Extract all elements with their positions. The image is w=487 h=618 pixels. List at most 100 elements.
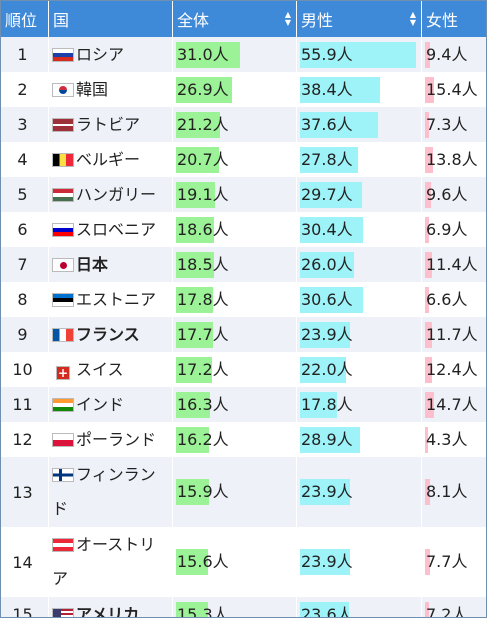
header-total[interactable]: 全体 ▲ ▼ xyxy=(173,1,297,37)
female-value: 7.2人 xyxy=(426,604,468,618)
table-row: 4 ベルギー 20.7人 27.8人 13.8人 xyxy=(1,142,486,177)
female-bar xyxy=(425,601,429,617)
total-bar xyxy=(176,251,214,278)
female-value: 6.6人 xyxy=(426,289,468,309)
female-bar xyxy=(425,391,434,418)
rank-cell: 7 xyxy=(1,247,49,282)
header-country[interactable]: 国 xyxy=(49,1,173,37)
total-value: 15.6人 xyxy=(177,552,229,571)
korea-flag-icon xyxy=(52,83,74,97)
header-male[interactable]: 男性 ▲ ▼ xyxy=(297,1,422,37)
total-cell: 31.0人 xyxy=(173,37,297,72)
male-cell: 23.9人 xyxy=(297,527,422,597)
male-value: 55.9人 xyxy=(301,44,353,64)
male-cell: 29.7人 xyxy=(297,177,422,212)
female-bar xyxy=(425,146,433,173)
country-cell: 日本 xyxy=(49,247,173,282)
total-cell: 15.6人 xyxy=(173,527,297,597)
female-value: 9.6人 xyxy=(426,184,468,204)
total-bar xyxy=(176,41,240,68)
belgium-flag-icon xyxy=(52,153,74,167)
male-bar xyxy=(300,41,416,68)
male-cell: 23.6人 xyxy=(297,597,422,618)
total-bar xyxy=(176,181,215,208)
rank-cell: 14 xyxy=(1,527,49,597)
female-bar xyxy=(425,549,430,575)
rank-cell: 8 xyxy=(1,282,49,317)
country-cell: スイス xyxy=(49,352,173,387)
total-value: 17.8人 xyxy=(177,289,229,309)
total-value: 16.3人 xyxy=(177,394,229,414)
russia-flag-icon xyxy=(52,48,74,62)
female-bar xyxy=(425,426,428,453)
total-cell: 15.3人 xyxy=(173,597,297,617)
female-value: 11.4人 xyxy=(426,254,478,274)
table-row: 15 アメリカ 15.3人 23.6人 7.2人 xyxy=(1,597,486,618)
male-value: 17.8人 xyxy=(301,394,353,414)
country-cell: ラトビア xyxy=(49,107,173,142)
total-value: 19.1人 xyxy=(177,184,229,204)
country-name[interactable]: 日本 xyxy=(76,255,109,274)
poland-flag-icon xyxy=(52,433,74,447)
total-bar xyxy=(176,216,214,243)
female-cell: 9.6人 xyxy=(422,177,486,212)
total-cell: 18.6人 xyxy=(173,212,297,247)
male-cell: 37.6人 xyxy=(297,107,422,142)
table-body: 1 ロシア 31.0人 55.9人 9.4人 2 韓国 26.9人 38.4人 15.4人 3 ラトビ… xyxy=(1,37,486,618)
male-cell: 30.4人 xyxy=(297,212,422,247)
country-name[interactable]: アメリカ xyxy=(76,605,140,618)
total-bar xyxy=(176,356,212,383)
female-cell: 9.4人 xyxy=(422,37,486,72)
male-cell: 55.9人 xyxy=(297,37,422,72)
rank-cell: 1 xyxy=(1,37,49,72)
male-value: 37.6人 xyxy=(301,114,353,134)
table-row: 8 エストニア 17.8人 30.6人 6.6人 xyxy=(1,282,486,317)
male-value: 27.8人 xyxy=(301,149,353,169)
female-bar xyxy=(425,181,431,208)
total-cell: 16.2人 xyxy=(173,422,297,457)
header-male-label: 男性 xyxy=(301,11,334,30)
total-cell: 18.5人 xyxy=(173,247,297,282)
female-value: 12.4人 xyxy=(426,359,478,379)
country-name: ラトビア xyxy=(76,115,141,134)
total-cell: 17.2人 xyxy=(173,352,297,387)
rank-cell: 10 xyxy=(1,352,49,387)
table-row: 11 インド 16.3人 17.8人 14.7人 xyxy=(1,387,486,422)
total-bar xyxy=(176,111,220,138)
header-rank-label: 順位 xyxy=(5,11,38,30)
country-name[interactable]: フランス xyxy=(76,325,140,344)
total-bar xyxy=(176,391,210,418)
country-cell: オーストリア xyxy=(49,527,173,597)
country-name: 韓国 xyxy=(76,80,109,99)
india-flag-icon xyxy=(52,398,74,412)
total-cell: 19.1人 xyxy=(173,177,297,212)
finland-flag-icon xyxy=(52,468,74,482)
country-name: スロベニア xyxy=(76,220,157,239)
header-rank[interactable]: 順位 xyxy=(1,1,49,37)
male-bar xyxy=(300,356,346,383)
total-value: 15.9人 xyxy=(177,482,229,501)
slovenia-flag-icon xyxy=(52,223,74,237)
sort-both-icon[interactable]: ▲ ▼ xyxy=(284,10,291,27)
header-total-label: 全体 xyxy=(177,11,210,30)
header-female[interactable]: 女性 xyxy=(422,1,486,37)
country-cell: ポーランド xyxy=(49,422,173,457)
country-cell: ロシア xyxy=(49,37,173,72)
male-value: 23.9人 xyxy=(301,324,353,344)
table-row: 12 ポーランド 16.2人 28.9人 4.3人 xyxy=(1,422,486,457)
total-bar xyxy=(176,426,209,453)
country-name: エストニア xyxy=(76,290,157,309)
male-cell: 17.8人 xyxy=(297,387,422,422)
rank-cell: 11 xyxy=(1,387,49,422)
female-cell: 12.4人 xyxy=(422,352,486,387)
rank-cell: 3 xyxy=(1,107,49,142)
total-cell: 15.9人 xyxy=(173,457,297,527)
male-value: 23.9人 xyxy=(301,482,353,501)
female-bar xyxy=(425,41,430,68)
male-value: 23.6人 xyxy=(301,604,353,618)
rank-cell: 13 xyxy=(1,457,49,527)
country-name: ハンガリー xyxy=(76,185,157,204)
male-cell: 26.0人 xyxy=(297,247,422,282)
sort-both-icon[interactable]: ▲ ▼ xyxy=(409,10,416,27)
female-cell: 15.4人 xyxy=(422,72,486,107)
